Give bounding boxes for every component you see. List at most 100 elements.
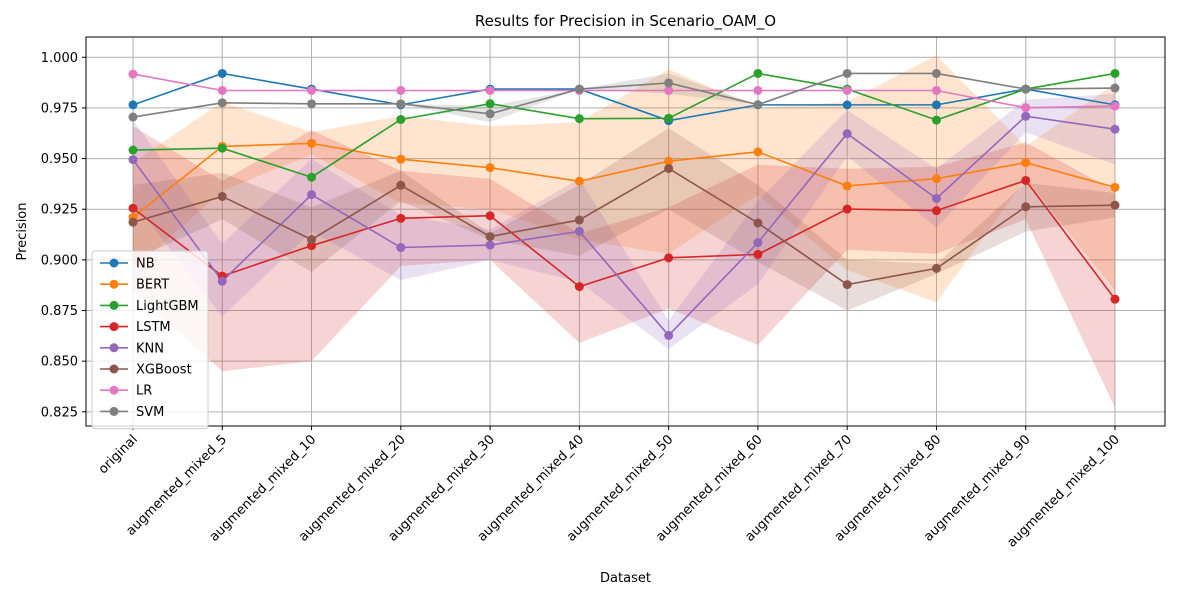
error-band-xgboost — [133, 128, 1115, 311]
data-point-lightgbm — [396, 114, 406, 124]
chart-title: Results for Precision in Scenario_OAM_O — [475, 12, 776, 31]
data-point-lightgbm — [664, 113, 674, 123]
data-point-lstm — [128, 203, 138, 213]
data-point-xgboost — [931, 263, 941, 273]
y-tick-label: 0.825 — [41, 405, 78, 420]
data-point-lightgbm — [753, 68, 763, 78]
error-band-lstm — [133, 126, 1115, 408]
data-point-knn — [396, 243, 406, 253]
legend-label-xgboost: XGBoost — [136, 363, 192, 378]
legend-label-svm: SVM — [136, 405, 164, 420]
legend-marker-nb — [109, 258, 119, 268]
data-point-xgboost — [128, 217, 138, 227]
data-point-nb — [931, 100, 941, 110]
data-point-knn — [128, 155, 138, 165]
data-point-lr — [217, 85, 227, 95]
error-band-svm — [133, 73, 1115, 123]
data-point-nb — [842, 100, 852, 110]
data-point-knn — [485, 240, 495, 250]
series-line-bert — [132, 142, 1116, 218]
data-point-nb — [217, 68, 227, 78]
data-point-lr — [307, 85, 317, 95]
data-point-knn — [1110, 124, 1120, 134]
series-line-lr — [132, 73, 1116, 109]
data-point-bert — [753, 147, 763, 157]
data-point-knn — [664, 330, 674, 340]
legend-marker-bert — [109, 279, 119, 289]
legend-label-lr: LR — [136, 384, 152, 399]
data-point-svm — [396, 99, 406, 109]
data-point-bert — [664, 156, 674, 166]
data-point-lightgbm — [307, 172, 317, 182]
data-point-lr — [931, 85, 941, 95]
data-point-lstm — [753, 249, 763, 259]
data-point-xgboost — [217, 191, 227, 201]
data-point-xgboost — [307, 235, 317, 245]
data-point-svm — [307, 99, 317, 109]
y-tick-label: 0.900 — [41, 253, 78, 268]
data-point-knn — [574, 226, 584, 236]
y-tick-label: 0.950 — [41, 152, 78, 167]
data-point-lstm — [485, 211, 495, 221]
series-line-xgboost — [132, 167, 1116, 286]
data-point-svm — [574, 84, 584, 94]
data-point-lstm — [842, 204, 852, 214]
data-point-xgboost — [485, 232, 495, 242]
legend-box — [91, 250, 209, 430]
data-point-xgboost — [842, 280, 852, 290]
data-point-bert — [485, 163, 495, 173]
y-tick-label: 1.000 — [41, 51, 78, 66]
data-point-knn — [1021, 111, 1031, 121]
data-point-svm — [217, 98, 227, 108]
data-point-nb — [128, 100, 138, 110]
data-point-knn — [307, 190, 317, 200]
data-point-svm — [128, 112, 138, 122]
data-point-lr — [396, 85, 406, 95]
data-point-lr — [1021, 103, 1031, 113]
series-marker-layer — [128, 68, 1120, 340]
data-point-lstm — [396, 213, 406, 223]
series-line-layer — [132, 72, 1116, 337]
data-point-bert — [396, 154, 406, 164]
legend-label-lstm: LSTM — [136, 320, 171, 335]
y-tick-label: 0.850 — [41, 355, 78, 370]
data-point-xgboost — [753, 218, 763, 228]
error-band-knn — [133, 93, 1115, 350]
data-point-lstm — [931, 206, 941, 216]
data-point-xgboost — [1021, 202, 1031, 212]
data-point-xgboost — [1110, 200, 1120, 210]
data-point-knn — [753, 238, 763, 248]
series-line-lstm — [132, 179, 1116, 300]
data-point-svm — [485, 109, 495, 119]
data-point-lightgbm — [485, 99, 495, 109]
series-line-knn — [132, 115, 1116, 337]
data-point-lstm — [574, 282, 584, 292]
data-point-svm — [753, 100, 763, 110]
data-point-bert — [1110, 182, 1120, 192]
error-band-bert — [133, 55, 1115, 303]
data-point-lstm — [1021, 175, 1031, 185]
legend-marker-xgboost — [109, 364, 119, 374]
data-point-knn — [217, 276, 227, 286]
data-point-lightgbm — [217, 143, 227, 153]
data-point-svm — [1110, 83, 1120, 93]
legend-label-nb: NB — [136, 257, 155, 272]
data-point-xgboost — [396, 180, 406, 190]
data-point-xgboost — [574, 215, 584, 225]
x-axis-label: Dataset — [600, 571, 651, 586]
legend-marker-knn — [109, 343, 119, 353]
data-point-lr — [485, 85, 495, 95]
data-point-lightgbm — [574, 114, 584, 124]
legend-marker-svm — [109, 406, 119, 416]
data-point-bert — [842, 181, 852, 191]
data-point-svm — [931, 68, 941, 78]
data-point-lightgbm — [1110, 68, 1120, 78]
data-point-lr — [753, 85, 763, 95]
data-point-lstm — [1110, 294, 1120, 304]
y-tick-label: 0.975 — [41, 101, 78, 116]
data-point-lightgbm — [128, 145, 138, 155]
data-point-lr — [664, 85, 674, 95]
legend-label-bert: BERT — [136, 278, 169, 293]
